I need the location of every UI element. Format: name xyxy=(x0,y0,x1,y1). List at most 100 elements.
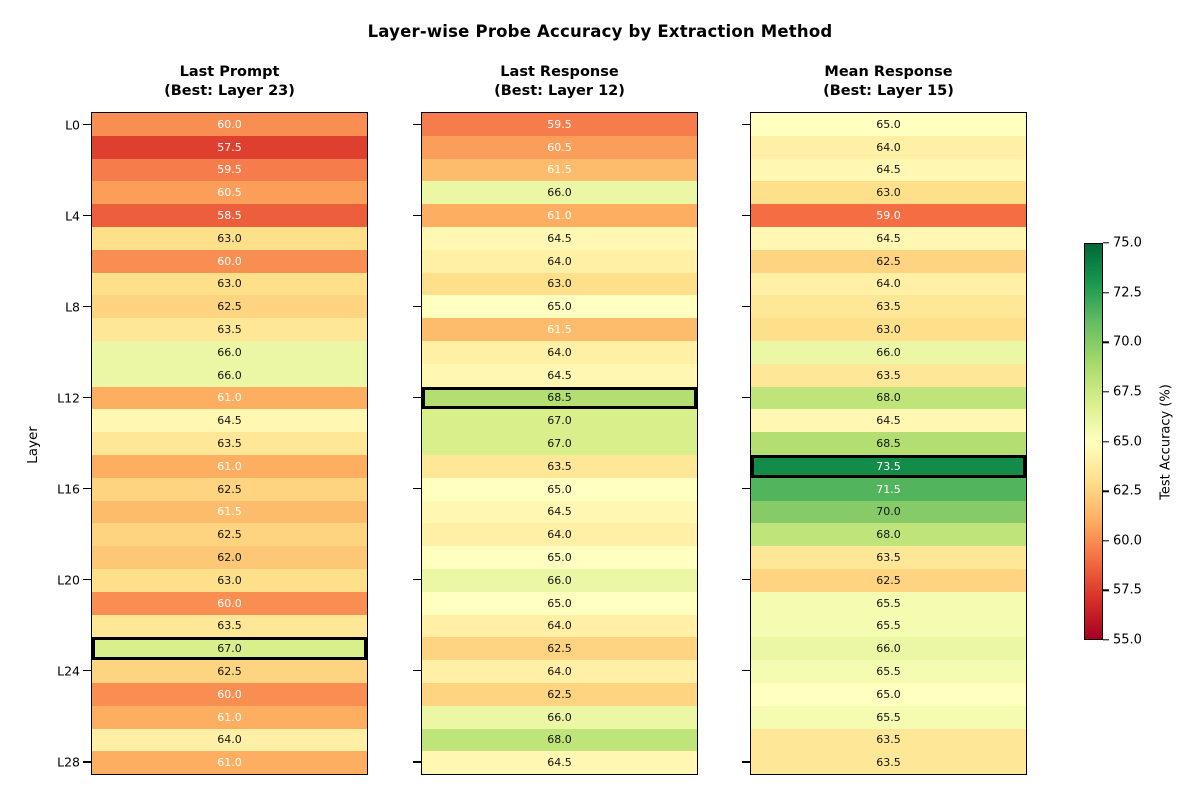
heatmap-cell: 66.0 xyxy=(751,637,1026,661)
heatmap-cell: 62.5 xyxy=(422,682,697,706)
heatmap-cell: 63.5 xyxy=(92,432,367,455)
colorbar-tick-mark xyxy=(1103,291,1109,294)
y-tick-mark xyxy=(83,761,91,763)
heatmap-cell: 62.5 xyxy=(422,637,697,661)
heatmap-cell: 68.0 xyxy=(422,728,697,752)
heatmap-cell: 61.0 xyxy=(92,705,367,729)
heatmap-cell: 67.0 xyxy=(422,409,697,433)
colorbar-tick-mark xyxy=(1103,440,1109,443)
y-tick-mark xyxy=(413,396,421,399)
heatmap-cell: 65.5 xyxy=(751,591,1026,615)
heatmap-cell: 71.5 xyxy=(751,477,1026,501)
heatmap-cell: 60.5 xyxy=(92,181,367,205)
heatmap-cell: 64.0 xyxy=(422,340,697,364)
heatmap-cell: 64.0 xyxy=(422,660,697,683)
heatmap-cell: 66.0 xyxy=(422,705,697,729)
panel-title-line2: (Best: Layer 15) xyxy=(823,83,954,99)
heatmap-cell: 60.0 xyxy=(92,682,367,706)
heatmap-cell: 66.0 xyxy=(751,340,1026,364)
heatmap-cell: 64.5 xyxy=(751,226,1026,250)
heatmap-panel-last-prompt: 60.0 57.5 59.5 60.5 58.5 63.0 60.0 63.0 62.5 63.5… xyxy=(83,112,368,775)
heatmap-cell: 62.0 xyxy=(92,546,367,569)
chart-title: Layer-wise Probe Accuracy by Extraction … xyxy=(367,22,833,41)
y-tick-mark xyxy=(742,761,750,763)
best-layer-cell: 73.5 xyxy=(751,454,1026,478)
heatmap-cell: 64.0 xyxy=(751,272,1026,296)
heatmap-cell: 61.0 xyxy=(92,386,367,410)
y-tick-label: L8 xyxy=(65,299,80,315)
heatmap-cell: 63.0 xyxy=(422,272,697,296)
y-tick-mark xyxy=(413,761,421,763)
colorbar-tick-label: 62.5 xyxy=(1113,483,1142,499)
colorbar xyxy=(1084,243,1103,640)
heatmap-cell: 65.0 xyxy=(422,477,697,501)
heatmap-cell: 64.0 xyxy=(751,135,1026,159)
heatmap-cell: 61.5 xyxy=(92,500,367,524)
heatmap-cell: 61.0 xyxy=(422,204,697,227)
y-tick-mark xyxy=(413,487,421,490)
y-tick-label: L0 xyxy=(65,117,80,133)
panel-title-line1: Mean Response xyxy=(824,64,953,80)
colorbar-tick-mark xyxy=(1103,540,1109,542)
y-tick-mark xyxy=(83,578,91,581)
heatmap-cell: 60.0 xyxy=(92,249,367,273)
heatmap-cell: 59.5 xyxy=(92,158,367,182)
panel-title-line2: (Best: Layer 12) xyxy=(494,83,625,99)
heatmap-cell: 64.5 xyxy=(92,409,367,433)
y-tick-mark xyxy=(83,123,91,126)
heatmap-cell: 65.0 xyxy=(751,113,1026,136)
y-tick-label: L4 xyxy=(65,208,80,224)
heatmap-cell: 59.0 xyxy=(751,204,1026,227)
y-tick-label: L16 xyxy=(57,481,80,497)
heatmap-cell: 63.5 xyxy=(751,546,1026,569)
colorbar-tick-label: 72.5 xyxy=(1113,285,1142,301)
heatmap-cell: 64.5 xyxy=(751,409,1026,433)
heatmap-cell: 60.0 xyxy=(92,591,367,615)
best-layer-cell: 68.5 xyxy=(422,386,697,410)
colorbar-tick-label: 57.5 xyxy=(1113,582,1142,598)
heatmap-cell: 64.0 xyxy=(422,523,697,547)
heatmap-cell: 63.0 xyxy=(92,568,367,592)
heatmap-cell: 63.0 xyxy=(751,318,1026,341)
colorbar-tick-label: 55.0 xyxy=(1113,632,1142,648)
heatmap-cell: 64.0 xyxy=(422,614,697,638)
heatmap-cell: 64.5 xyxy=(422,363,697,387)
heatmap-cell: 67.0 xyxy=(422,432,697,455)
heatmap-cell: 63.5 xyxy=(751,751,1026,775)
y-tick-label: L24 xyxy=(57,663,80,679)
heatmap-cell: 58.5 xyxy=(92,204,367,227)
heatmap-cell: 62.5 xyxy=(92,660,367,683)
colorbar-tick-label: 60.0 xyxy=(1113,533,1142,549)
heatmap-cell: 63.0 xyxy=(751,181,1026,205)
heatmap-cell: 65.0 xyxy=(751,682,1026,706)
heatmap-cell: 63.5 xyxy=(422,454,697,478)
heatmap-cell: 68.0 xyxy=(751,523,1026,547)
y-tick-mark xyxy=(83,396,91,399)
heatmap-cell: 63.0 xyxy=(92,226,367,250)
heatmap-cell: 68.5 xyxy=(751,432,1026,455)
heatmap-cell: 62.5 xyxy=(92,523,367,547)
heatmap-cell: 61.0 xyxy=(92,751,367,775)
heatmap-cell: 59.5 xyxy=(422,113,697,136)
panel-title-line1: Last Prompt xyxy=(179,64,280,80)
y-tick-mark xyxy=(742,487,750,490)
heatmap-cell: 62.5 xyxy=(92,477,367,501)
colorbar-tick-mark xyxy=(1103,589,1109,592)
heatmap-cell: 62.5 xyxy=(92,295,367,319)
heatmap-cell: 64.5 xyxy=(422,500,697,524)
heatmap-cell: 68.0 xyxy=(751,386,1026,410)
y-tick-mark xyxy=(83,214,91,217)
heatmap-cell: 63.5 xyxy=(92,614,367,638)
y-tick-mark xyxy=(742,396,750,399)
heatmap-cell: 61.0 xyxy=(92,454,367,478)
y-tick-mark xyxy=(413,578,421,581)
y-tick-label: L20 xyxy=(57,572,80,588)
heatmap-cell: 60.0 xyxy=(92,113,367,136)
panel-title-last-prompt: Last Prompt (Best: Layer 23) xyxy=(91,63,368,101)
y-tick-label: L12 xyxy=(57,390,80,406)
heatmap-cell: 63.0 xyxy=(92,272,367,296)
y-tick-mark xyxy=(83,670,91,672)
heatmap-cell: 63.5 xyxy=(751,728,1026,752)
panel-title-last-response: Last Response (Best: Layer 12) xyxy=(421,63,698,101)
